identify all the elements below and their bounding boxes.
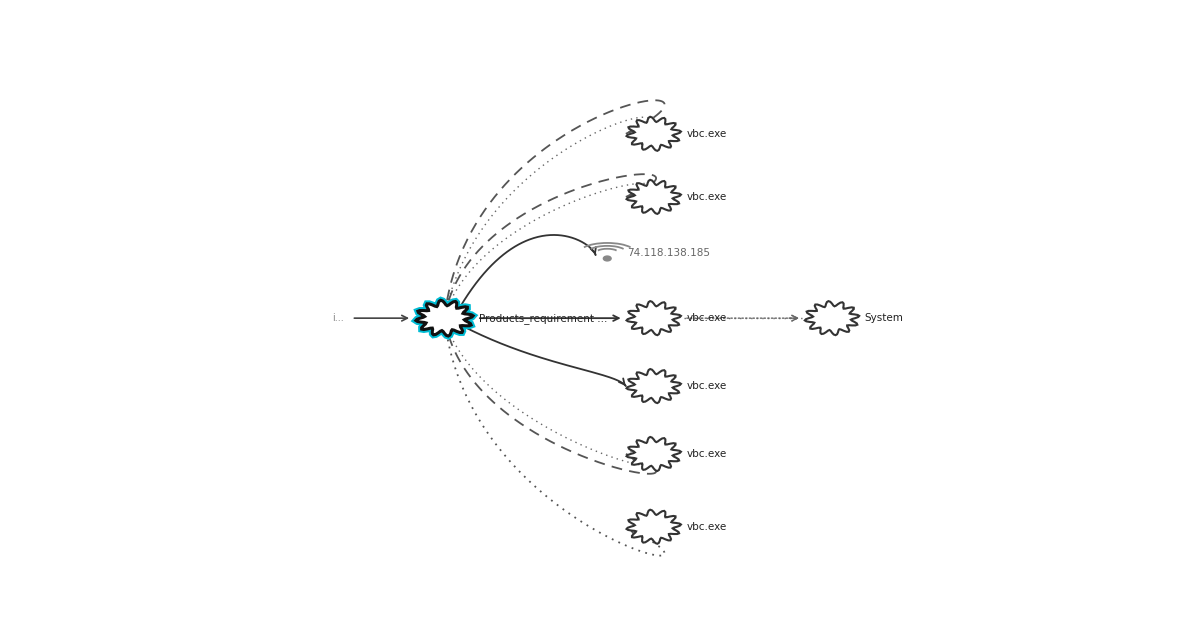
Text: vbc.exe: vbc.exe: [686, 381, 726, 391]
Text: vbc.exe: vbc.exe: [686, 313, 726, 323]
Text: vbc.exe: vbc.exe: [686, 449, 726, 459]
Polygon shape: [416, 301, 473, 336]
Polygon shape: [626, 510, 680, 544]
Polygon shape: [626, 117, 680, 151]
Text: Products_requirement ...: Products_requirement ...: [479, 312, 607, 324]
Polygon shape: [626, 369, 680, 403]
Text: vbc.exe: vbc.exe: [686, 129, 726, 139]
Polygon shape: [805, 301, 859, 335]
Polygon shape: [626, 437, 680, 471]
Text: 74.118.138.185: 74.118.138.185: [626, 248, 709, 258]
Polygon shape: [626, 301, 680, 335]
Text: vbc.exe: vbc.exe: [686, 522, 726, 532]
Text: System: System: [864, 313, 904, 323]
Text: vbc.exe: vbc.exe: [686, 192, 726, 202]
Circle shape: [604, 256, 611, 261]
Polygon shape: [416, 301, 473, 336]
Polygon shape: [626, 180, 680, 214]
Text: i...: i...: [332, 313, 343, 323]
